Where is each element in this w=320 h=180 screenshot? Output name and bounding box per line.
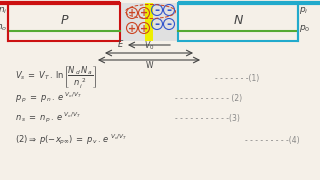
- Text: +: +: [128, 24, 136, 33]
- Text: $n_i$: $n_i$: [0, 6, 7, 16]
- Text: +: +: [140, 24, 148, 33]
- Text: $p_0$: $p_0$: [299, 24, 310, 35]
- Text: - - - - - - -(1): - - - - - - -(1): [215, 73, 259, 82]
- Text: $p_i$: $p_i$: [299, 6, 308, 17]
- Bar: [178, 3, 298, 41]
- Text: -: -: [166, 4, 172, 17]
- Text: $n_{\,s}\;=\;n_{\,p}\,.\,e^{\;V_o/V_T}$: $n_{\,s}\;=\;n_{\,p}\,.\,e^{\;V_o/V_T}$: [15, 111, 81, 125]
- Text: -: -: [166, 18, 172, 31]
- Text: - - - - - - - - - - - (2): - - - - - - - - - - - (2): [175, 93, 242, 102]
- Text: E: E: [118, 40, 123, 49]
- Text: +: +: [128, 8, 136, 19]
- Bar: [120, 3, 178, 41]
- Text: $p_{\,p}\;=\;p_{\,n}\,.\,e^{\;V_o/V_T}$: $p_{\,p}\;=\;p_{\,n}\,.\,e^{\;V_o/V_T}$: [15, 91, 82, 105]
- Text: $V_s\;=\;V_T\,.\,\ln\!\left[\dfrac{N_{\,d}\,N_{\,a}}{n_i^{\;2}}\right]$: $V_s\;=\;V_T\,.\,\ln\!\left[\dfrac{N_{\,…: [15, 65, 97, 91]
- Text: $V_0$: $V_0$: [144, 39, 154, 51]
- Text: -: -: [155, 4, 160, 17]
- Text: -: -: [155, 18, 160, 31]
- Text: $(2)\Rightarrow\;p(-x_{p\infty})\;=\;p_v\,.\,e^{\;V_o/V_T}$: $(2)\Rightarrow\;p(-x_{p\infty})\;=\;p_v…: [15, 133, 128, 147]
- Text: $n_o$: $n_o$: [0, 23, 7, 33]
- Text: W: W: [145, 61, 153, 70]
- Bar: [8, 3, 120, 41]
- Text: - - - - - - - - -(4): - - - - - - - - -(4): [245, 136, 300, 145]
- Bar: [145, 3, 153, 41]
- Text: +: +: [140, 8, 148, 19]
- Text: - - - - - - - - - - -(3): - - - - - - - - - - -(3): [175, 114, 240, 123]
- Text: N: N: [233, 14, 243, 26]
- Text: P: P: [60, 14, 68, 26]
